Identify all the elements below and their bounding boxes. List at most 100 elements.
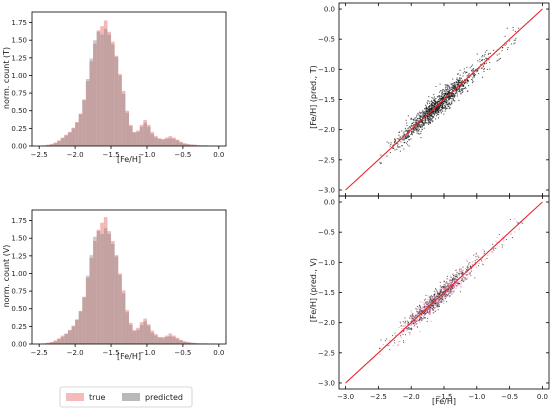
scatter-training-point (415, 122, 418, 124)
scatter-training-point (435, 113, 437, 115)
histogram-training-true-bar (100, 26, 104, 146)
histogram-training-predicted-bar (146, 126, 151, 146)
scatter-validation-point (392, 335, 394, 337)
scatter-training-point (472, 77, 474, 79)
scatter-validation-xtick-label: −3.0 (337, 393, 354, 401)
scatter-training-point (478, 67, 480, 69)
histogram-validation-true-bar (129, 322, 133, 344)
histogram-validation-predicted-bar (93, 236, 97, 344)
scatter-training-point (461, 79, 463, 81)
scatter-training-point (406, 137, 408, 139)
scatter-training-point (468, 76, 470, 78)
scatter-validation-point (421, 311, 423, 313)
scatter-training-point (428, 121, 430, 123)
scatter-training-point (444, 107, 446, 109)
scatter-validation-point (446, 293, 448, 295)
scatter-validation-point (435, 289, 437, 291)
scatter-training-point (445, 89, 448, 91)
scatter-validation-xtick-label: −2.5 (370, 393, 387, 401)
histogram-training-true-bar (132, 131, 137, 146)
scatter-training-point (416, 128, 419, 130)
legend-label-predicted: predicted (145, 393, 183, 402)
scatter-training-point (513, 39, 515, 41)
scatter-training-point (424, 108, 426, 110)
scatter-training-point (443, 107, 445, 109)
scatter-validation-point (432, 309, 434, 311)
scatter-training-point (423, 123, 425, 125)
scatter-validation-point (452, 285, 454, 287)
scatter-training-point (415, 119, 417, 121)
scatter-training-point (420, 124, 422, 126)
scatter-training-point (439, 110, 442, 112)
scatter-training-point (438, 107, 440, 109)
scatter-training-point (422, 113, 424, 115)
scatter-training-point (410, 117, 412, 119)
scatter-validation-axes: 0.0−0.5−1.0−1.5−2.0−2.5−3.0−3.0 −2.5 −2.0−… (318, 195, 550, 401)
scatter-training-point (406, 129, 408, 131)
scatter-validation-point (410, 316, 412, 318)
scatter-validation-point (421, 313, 423, 315)
scatter-validation-point (436, 305, 438, 307)
scatter-training-point (438, 106, 441, 108)
scatter-validation-point (445, 291, 447, 293)
scatter-validation-point (423, 299, 426, 301)
scatter-training-point (420, 113, 422, 115)
scatter-validation-point (425, 306, 427, 308)
scatter-validation-point (458, 283, 460, 285)
scatter-training-point (501, 47, 504, 49)
scatter-training-point (422, 111, 424, 113)
scatter-validation-point (433, 299, 436, 301)
scatter-validation-point (404, 317, 406, 319)
scatter-training-point (473, 72, 476, 75)
scatter-training-point (422, 112, 424, 114)
histogram-validation-ylabel: norm. count (V) (2, 245, 11, 308)
scatter-validation-point (419, 331, 421, 333)
scatter-training-point (429, 110, 431, 112)
scatter-validation-point (457, 284, 459, 286)
scatter-training-point (472, 79, 474, 81)
scatter-training-point (451, 103, 453, 105)
scatter-training-point (455, 81, 457, 83)
scatter-training-point (413, 124, 415, 127)
scatter-training-point (411, 122, 413, 125)
scatter-training-point (410, 134, 412, 136)
scatter-validation-point (457, 273, 459, 275)
scatter-validation-point (510, 232, 512, 234)
scatter-validation-point (426, 308, 428, 310)
scatter-training-point (407, 144, 409, 146)
scatter-validation-point (432, 298, 434, 300)
histogram-training-true-bar (179, 141, 183, 146)
scatter-validation-point (432, 296, 434, 298)
scatter-validation-point (455, 269, 457, 272)
histogram-training-predicted-bar (111, 44, 115, 146)
scatter-training-point (468, 74, 470, 76)
scatter-validation-point (400, 325, 402, 327)
scatter-training-point (462, 88, 465, 90)
scatter-training-point (504, 35, 506, 37)
scatter-training-point (477, 73, 480, 75)
scatter-training-point (457, 82, 459, 84)
scatter-validation-point (412, 323, 414, 325)
scatter-training-point (426, 108, 428, 110)
scatter-training-point (461, 88, 464, 90)
histogram-training-predicted-bar (161, 139, 165, 146)
scatter-training-point (447, 84, 449, 86)
scatter-validation-point (453, 286, 455, 288)
scatter-training-point (442, 90, 444, 92)
scatter-training-point (403, 148, 405, 150)
scatter-training-point (435, 110, 437, 113)
scatter-training-point (394, 139, 396, 141)
scatter-training-point (379, 163, 381, 165)
scatter-validation-point (441, 295, 444, 297)
scatter-validation-point (440, 289, 442, 291)
scatter-validation-point (379, 347, 381, 349)
scatter-validation-point (429, 299, 431, 301)
scatter-training-point (472, 69, 474, 71)
scatter-validation-point (449, 292, 451, 294)
scatter-training-point (451, 84, 453, 86)
scatter-validation-point (491, 251, 493, 253)
scatter-validation-ytick-label: −0.5 (318, 229, 335, 237)
scatter-validation-point (449, 291, 451, 293)
scatter-validation-xlabel: [Fe/H] (432, 397, 456, 406)
scatter-training-point (420, 116, 422, 118)
